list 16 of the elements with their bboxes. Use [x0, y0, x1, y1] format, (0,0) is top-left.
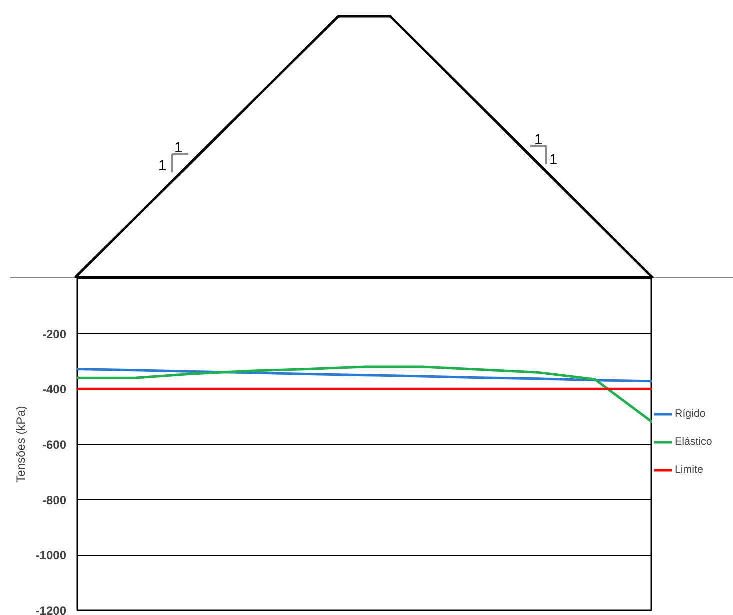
y-tick-label: -800	[42, 493, 67, 508]
y-tick-label: -600	[42, 438, 67, 452]
y-tick-label: -200	[42, 327, 67, 342]
text: 1	[174, 140, 183, 156]
y-tick-label: -1200	[36, 604, 67, 615]
text: 1	[158, 158, 167, 174]
line-series	[78, 366, 652, 424]
legend-label: Elástico	[675, 436, 712, 448]
line-series	[78, 368, 652, 383]
y-tick-label: -1000	[36, 548, 67, 563]
legend-label: Limite	[675, 464, 704, 476]
text: 1	[534, 132, 543, 148]
text: 1	[550, 152, 558, 168]
y-axis-title: Tensões (kPa)	[14, 406, 28, 483]
y-tick-label: -400	[42, 382, 67, 397]
legend-label: Rígido	[675, 408, 706, 420]
